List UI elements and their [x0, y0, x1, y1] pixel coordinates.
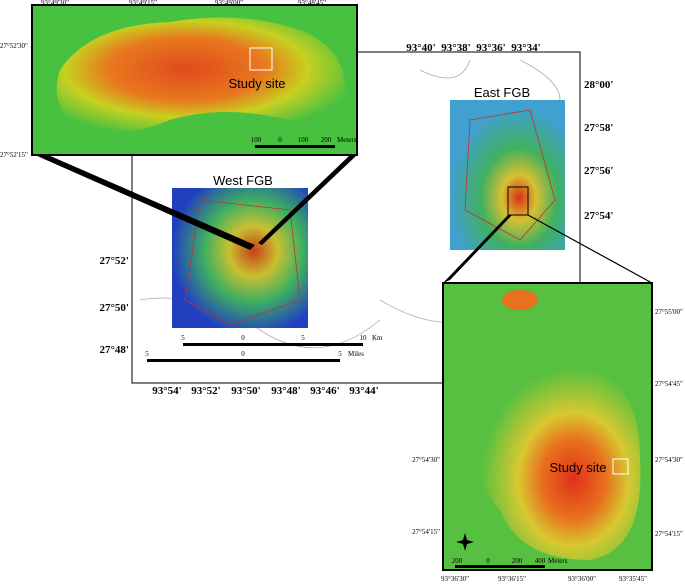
lon-label: 93°36'	[476, 42, 505, 54]
lon-label: 93°52'	[191, 385, 220, 397]
site-label: Study site	[228, 76, 285, 91]
lon-label: 93°40'	[406, 42, 435, 54]
scale-label: 200	[512, 557, 523, 565]
lat-label: 27°54'30"	[412, 456, 440, 464]
scale-unit: Meters	[548, 557, 568, 565]
lon-label: 93°48'	[271, 385, 300, 397]
lat-label: 27°54'15"	[655, 530, 683, 538]
lon-label: 93°44'	[349, 385, 378, 397]
scale-label: 200	[452, 557, 463, 565]
lon-label: 93°36'00"	[568, 575, 596, 583]
lon-label: 93°50'	[231, 385, 260, 397]
region-label: West FGB	[213, 173, 273, 188]
scale-label: 5	[145, 350, 149, 358]
scale-label: 0	[241, 334, 245, 342]
scale-label: 5	[338, 350, 342, 358]
lon-label: 93°48'45"	[298, 0, 326, 7]
lon-label: 93°49'00"	[215, 0, 243, 7]
scale-label: 5	[301, 334, 305, 342]
scale-label: 200	[321, 136, 332, 144]
lon-label: 93°36'15"	[498, 575, 526, 583]
lat-label: 27°52'30"	[0, 42, 28, 50]
lon-label: 93°54'	[152, 385, 181, 397]
lon-label: 93°46'	[310, 385, 339, 397]
top-inset	[31, 4, 358, 156]
lat-label: 27°48'	[100, 344, 129, 356]
region-label: East FGB	[474, 85, 530, 100]
scale-unit: Km	[372, 334, 383, 342]
scale-label: 100	[251, 136, 262, 144]
scale-unit: Miles	[348, 350, 364, 358]
scale-label: 5	[181, 334, 185, 342]
scale-label: 400	[535, 557, 546, 565]
lat-label: 27°52'15"	[0, 151, 28, 159]
scale-label: 100	[298, 136, 309, 144]
scale-label: 0	[486, 557, 490, 565]
east-fgb	[450, 100, 565, 250]
lat-label: 27°52'	[100, 255, 129, 267]
lat-label: 27°54'45"	[655, 380, 683, 388]
lat-label: 28°00'	[584, 79, 613, 91]
lon-label: 93°36'30"	[441, 575, 469, 583]
scale-label: 0	[278, 136, 282, 144]
lat-label: 27°54'15"	[412, 528, 440, 536]
lon-label: 93°35'45"	[619, 575, 647, 583]
lon-label: 93°34'	[511, 42, 540, 54]
scale-label: 0	[241, 350, 245, 358]
lat-label: 27°55'00"	[655, 308, 683, 316]
bottom-inset	[442, 282, 653, 571]
lon-label: 93°49'30"	[41, 0, 69, 7]
lon-label: 93°38'	[441, 42, 470, 54]
lat-label: 27°56'	[584, 165, 613, 177]
lat-label: 27°54'	[584, 210, 613, 222]
connectors	[35, 155, 653, 284]
scale-unit: Meters	[337, 136, 357, 144]
lon-label: 93°49'15"	[129, 0, 157, 7]
site-label: Study site	[549, 460, 606, 475]
scale-bars	[147, 343, 363, 362]
scale-label: 10	[360, 334, 368, 342]
lat-label: 27°58'	[584, 122, 613, 134]
west-fgb	[172, 188, 308, 328]
lat-label: 27°50'	[100, 302, 129, 314]
lat-label: 27°54'30"	[655, 456, 683, 464]
